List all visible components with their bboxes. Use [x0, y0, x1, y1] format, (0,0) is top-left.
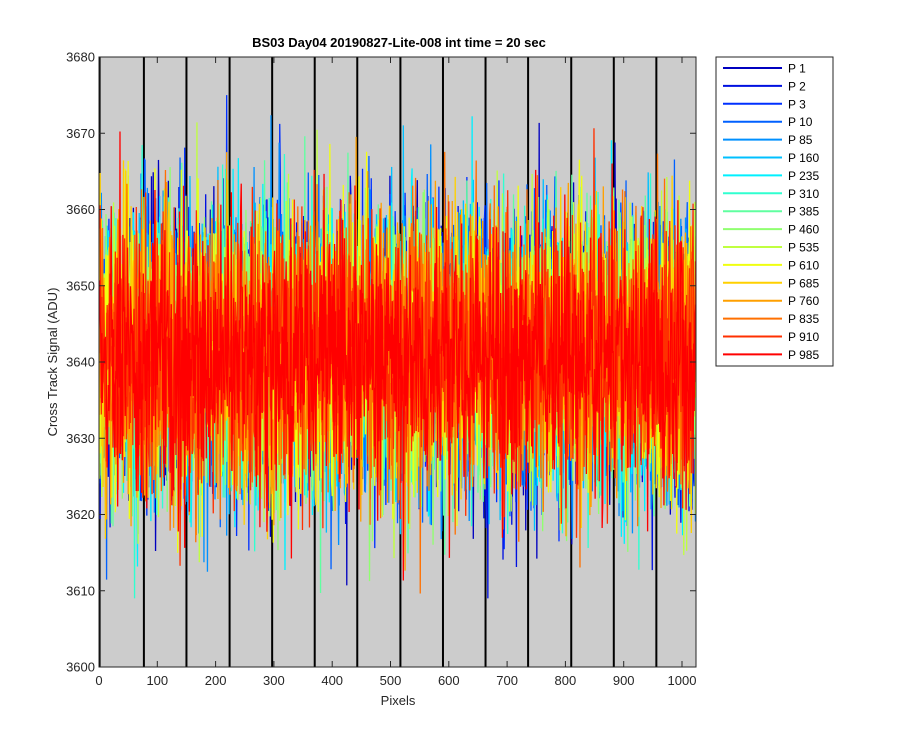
legend-label-p3: P 3: [788, 97, 806, 111]
legend-label-p385: P 385: [788, 205, 819, 219]
legend-label-p610: P 610: [788, 258, 819, 272]
x-tick-label-1000: 1000: [668, 673, 697, 688]
x-tick-label-700: 700: [496, 673, 518, 688]
x-tick-label-200: 200: [205, 673, 227, 688]
y-axis: 3600 3610 3620 3630 3640 3650 3660 3670 3680: [66, 50, 696, 675]
chart-title: BS03 Day04 20190827-Lite-008 int time = …: [252, 35, 546, 50]
y-tick-label-3610: 3610: [66, 583, 95, 598]
legend-label-p235: P 235: [788, 169, 819, 183]
y-axis-label: Cross Track Signal (ADU): [45, 288, 60, 437]
legend-label-p460: P 460: [788, 223, 819, 237]
legend-label-p10: P 10: [788, 115, 813, 129]
x-axis-label: Pixels: [381, 693, 416, 708]
y-tick-label-3670: 3670: [66, 126, 95, 141]
y-tick-label-3660: 3660: [66, 202, 95, 217]
y-tick-label-3680: 3680: [66, 50, 95, 65]
y-tick-label-3600: 3600: [66, 660, 95, 675]
y-tick-label-3650: 3650: [66, 278, 95, 293]
legend-label-p160: P 160: [788, 151, 819, 165]
series-lines: [99, 95, 696, 599]
x-tick-label-800: 800: [555, 673, 577, 688]
legend: P 1 P 2 P 3 P 10 P 85 P 160 P 235 P 310 P 385 P 4…: [715, 56, 834, 367]
y-tick-label-3620: 3620: [66, 507, 95, 522]
x-tick-label-100: 100: [146, 673, 168, 688]
x-tick-label-0: 0: [95, 673, 102, 688]
legend-label-p2: P 2: [788, 79, 806, 93]
legend-label-p985: P 985: [788, 348, 819, 362]
x-tick-label-900: 900: [613, 673, 635, 688]
x-axis: 0 100 200 300 400 500 600 700 800 900 1000: [95, 57, 696, 688]
y-tick-label-3630: 3630: [66, 431, 95, 446]
legend-label-p760: P 760: [788, 294, 819, 308]
legend-label-p535: P 535: [788, 241, 819, 255]
legend-label-p310: P 310: [788, 187, 819, 201]
legend-label-p685: P 685: [788, 276, 819, 290]
y-tick-label-3640: 3640: [66, 355, 95, 370]
series-line-p985: [99, 131, 696, 581]
x-tick-label-400: 400: [321, 673, 343, 688]
legend-label-p835: P 835: [788, 312, 819, 326]
x-tick-label-600: 600: [438, 673, 460, 688]
legend-label-p85: P 85: [788, 133, 813, 147]
x-tick-label-300: 300: [263, 673, 285, 688]
legend-label-p1: P 1: [788, 62, 806, 76]
x-tick-label-500: 500: [380, 673, 402, 688]
legend-label-p910: P 910: [788, 330, 819, 344]
